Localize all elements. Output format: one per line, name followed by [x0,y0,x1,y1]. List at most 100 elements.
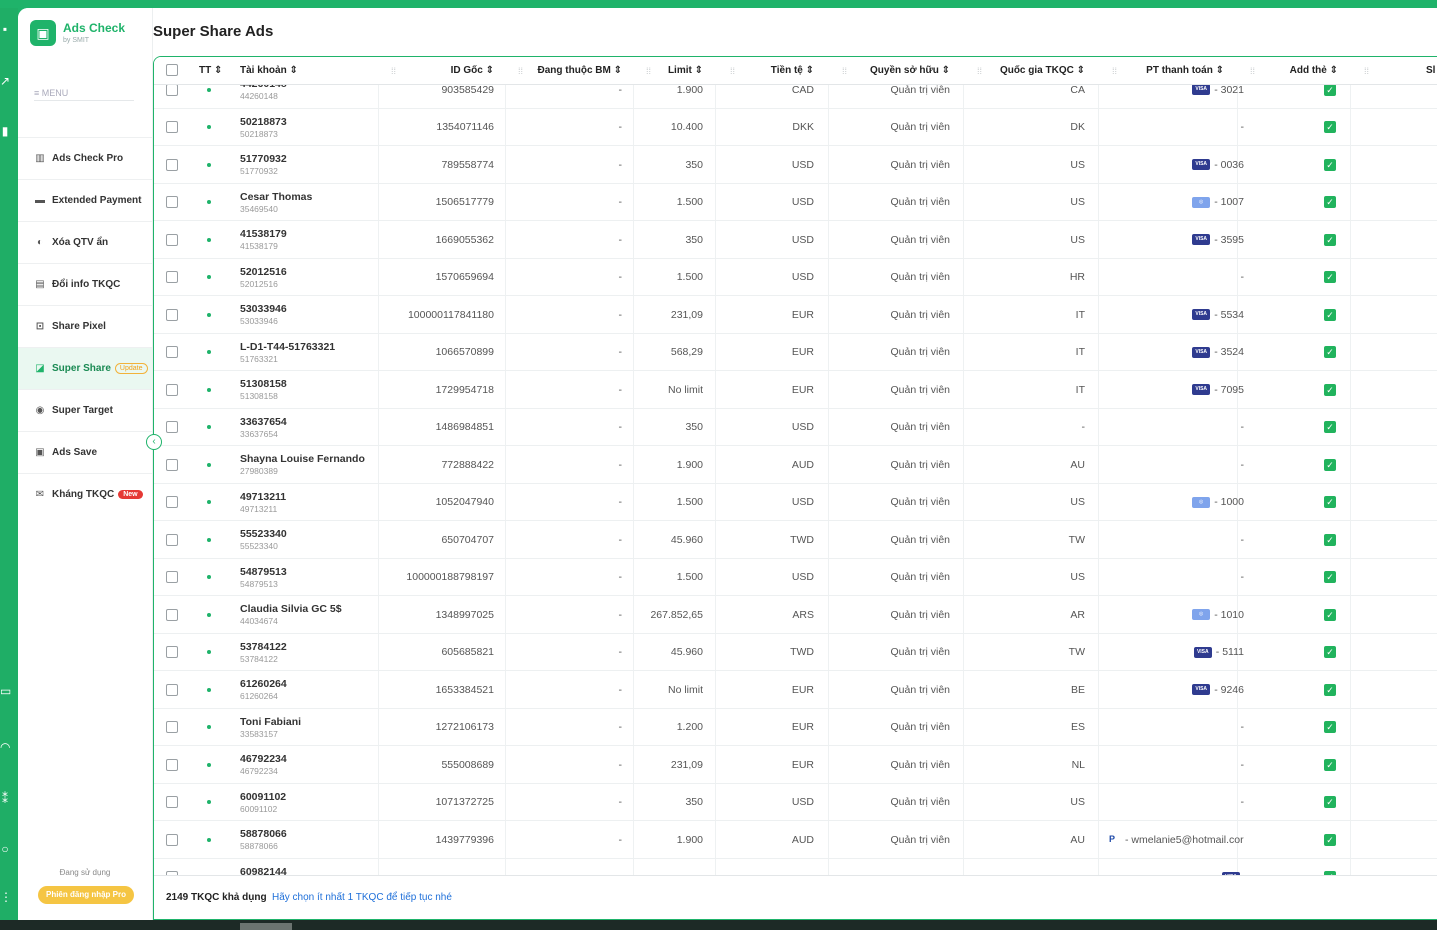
row-checkbox[interactable] [164,85,180,108]
table-row[interactable]: 51770932 51770932 789558774 - 350 USD Quản trị… [154,146,1437,184]
sidebar-item-x-a-qtv-n[interactable]: ◐ Xóa QTV ẩn [18,221,152,263]
table-row[interactable]: 51308158 51308158 1729954718 - No limit EUR Qu… [154,371,1437,409]
row-checkbox[interactable] [164,671,180,708]
scrollbar-thumb[interactable] [240,923,292,930]
table-row[interactable]: Cesar Thomas 35469540 1506517779 - 1.500 USD Q… [154,184,1437,221]
row-checkbox[interactable] [164,634,180,671]
table-row[interactable]: 4426014844260148 903585429 - 1.900 CAD Quản t… [154,85,1437,109]
add-card-checkbox[interactable]: ✓ [1322,671,1338,708]
add-card-checkbox[interactable]: ✓ [1322,709,1338,746]
table-row[interactable]: 53784122 53784122 605685821 - 45.960 TWD Quản … [154,634,1437,671]
add-card-checkbox[interactable]: ✓ [1322,446,1338,483]
pin-icon[interactable]: ↗ [0,74,11,88]
row-checkbox[interactable] [164,484,180,521]
table-row[interactable]: 55523340 55523340 650704707 - 45.960 TWD Quản … [154,521,1437,559]
row-checkbox[interactable] [164,746,180,783]
add-card-checkbox[interactable]: ✓ [1322,296,1338,333]
sidebar-item-extended-payment[interactable]: ▬ Extended Payment [18,179,152,221]
col-extra[interactable]: Sl [1426,65,1436,76]
table-row[interactable]: 58878066 58878066 1439779396 - 1.900 AUD Quản … [154,821,1437,859]
add-card-checkbox[interactable]: ✓ [1322,559,1338,596]
drag-handle-icon[interactable]: ⁞⁞ [730,66,736,76]
table-row[interactable]: Claudia Silvia GC 5$ 44034674 1348997025 - 2… [154,596,1437,634]
col-owner[interactable]: Quyền sở hữu ⇕ [870,65,950,76]
row-checkbox[interactable] [164,371,180,408]
add-card-checkbox[interactable]: ✓ [1322,85,1338,108]
row-checkbox[interactable] [164,521,180,558]
panel-icon[interactable]: ▮ [1,124,9,138]
row-checkbox[interactable] [164,259,180,296]
add-card-checkbox[interactable]: ✓ [1322,521,1338,558]
collapse-sidebar-icon[interactable]: ‹ [146,434,162,450]
col-bm[interactable]: Đang thuộc BM ⇕ [537,65,622,76]
row-checkbox[interactable] [164,109,180,146]
row-checkbox[interactable] [164,184,180,221]
table-row[interactable]: 50218873 50218873 1354071146 - 10.400 DKK Quản… [154,109,1437,146]
col-add-card[interactable]: Add thẻ ⇕ [1289,65,1338,76]
table-row[interactable]: 33637654 33637654 1486984851 - 350 USD Quản tr… [154,409,1437,446]
row-checkbox[interactable] [164,709,180,746]
table-row[interactable]: Toni Fabiani 33583157 1272106173 - 1.200 EUR Q… [154,709,1437,746]
col-country[interactable]: Quốc gia TKQC ⇕ [999,65,1085,76]
drag-handle-icon[interactable]: ⁞⁞ [1364,66,1370,76]
drag-handle-icon[interactable]: ⁞⁞ [1112,66,1118,76]
table-row[interactable]: 6098214460982144 VISA ✓ [154,859,1437,875]
add-card-checkbox[interactable]: ✓ [1322,596,1338,633]
table-row[interactable]: 49713211 49713211 1052047940 - 1.500 USD Quản … [154,484,1437,521]
grid-icon[interactable]: ▪ [2,22,8,36]
table-row[interactable]: 52012516 52012516 1570659694 - 1.500 USD Quản … [154,259,1437,296]
table-row[interactable]: 54879513 54879513 100000188798197 - 1.500 USD… [154,559,1437,596]
row-checkbox[interactable] [164,221,180,258]
drag-handle-icon[interactable]: ⁞⁞ [646,66,652,76]
add-card-checkbox[interactable]: ✓ [1322,334,1338,371]
more-icon[interactable]: ⋮ [0,890,12,904]
sidebar-item-share-pixel[interactable]: ⊡ Share Pixel [18,305,152,347]
headset-icon[interactable]: ◠ [0,740,11,754]
add-card-checkbox[interactable]: ✓ [1322,409,1338,446]
add-card-checkbox[interactable]: ✓ [1322,184,1338,221]
row-checkbox[interactable] [164,334,180,371]
add-card-checkbox[interactable]: ✓ [1322,784,1338,821]
table-row[interactable]: 60091102 60091102 1071372725 - 350 USD Quản tr… [154,784,1437,821]
add-card-checkbox[interactable]: ✓ [1322,371,1338,408]
drag-handle-icon[interactable]: ⁞⁞ [518,66,524,76]
drag-handle-icon[interactable]: ⁞⁞ [842,66,848,76]
add-card-checkbox[interactable]: ✓ [1322,484,1338,521]
info-icon[interactable]: ○ [1,842,9,856]
row-checkbox[interactable] [164,596,180,633]
row-checkbox[interactable] [164,859,180,875]
drag-handle-icon[interactable]: ⁞⁞ [977,66,983,76]
sidebar-item-kh-ng-tkqc[interactable]: ✉ Kháng TKQC New [18,473,152,515]
table-row[interactable]: 61260264 61260264 1653384521 - No limit EUR Qu… [154,671,1437,709]
add-card-checkbox[interactable]: ✓ [1322,859,1338,875]
add-card-checkbox[interactable]: ✓ [1322,221,1338,258]
add-card-checkbox[interactable]: ✓ [1322,821,1338,858]
col-payment[interactable]: PT thanh toán ⇕ [1146,65,1224,76]
col-account[interactable]: Tài khoản ⇕ [240,65,298,76]
table-row[interactable]: Shayna Louise Fernando 27980389 772888422 -… [154,446,1437,484]
row-checkbox[interactable] [164,784,180,821]
sidebar-item-ads-check-pro[interactable]: ▥ Ads Check Pro [18,137,152,179]
drag-handle-icon[interactable]: ⁞⁞ [391,66,397,76]
sidebar-item-ads-save[interactable]: ▣ Ads Save [18,431,152,473]
screen-icon[interactable]: ▭ [0,684,12,698]
col-origin-id[interactable]: ID Gốc ⇕ [450,65,494,76]
row-checkbox[interactable] [164,559,180,596]
table-row[interactable]: 53033946 53033946 100000117841180 - 231,09 EU… [154,296,1437,334]
horizontal-scrollbar[interactable] [0,920,1437,930]
col-tt[interactable]: TT ⇕ [199,65,223,76]
row-checkbox[interactable] [164,409,180,446]
pro-login-button[interactable]: Phiên đăng nhập Pro [38,886,134,904]
row-checkbox[interactable] [164,446,180,483]
add-card-checkbox[interactable]: ✓ [1322,109,1338,146]
drag-handle-icon[interactable]: ⁞⁞ [1250,66,1256,76]
sidebar-item-super-share[interactable]: ◪ Super Share Update [18,347,152,389]
col-limit[interactable]: Limit ⇕ [667,65,703,76]
row-checkbox[interactable] [164,146,180,183]
col-currency[interactable]: Tiền tệ ⇕ [770,65,814,76]
add-card-checkbox[interactable]: ✓ [1322,146,1338,183]
row-checkbox[interactable] [164,296,180,333]
table-row[interactable]: 41538179 41538179 1669055362 - 350 USD Quản tr… [154,221,1437,259]
table-row[interactable]: L-D1-T44-51763321 51763321 1066570899 - 568,… [154,334,1437,371]
table-row[interactable]: 46792234 46792234 555008689 - 231,09 EUR Quản … [154,746,1437,784]
